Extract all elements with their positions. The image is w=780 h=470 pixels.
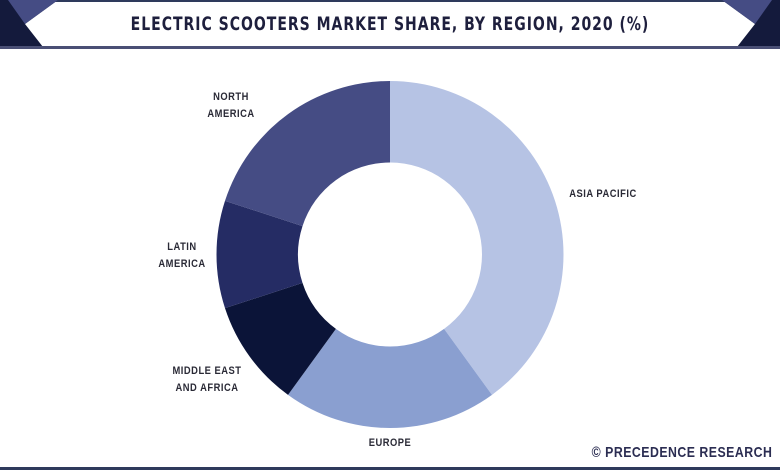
label-asia-pacific: ASIA PACIFIC bbox=[569, 188, 637, 200]
label-middle-east-africa: MIDDLE EAST AND AFRICA bbox=[172, 365, 242, 394]
bottom-bar bbox=[0, 467, 780, 470]
label-europe: EUROPE bbox=[368, 437, 412, 449]
donut-segment-latin-america bbox=[216, 200, 303, 309]
donut-segment-europe bbox=[288, 328, 492, 428]
donut-segment-middle-east-africa bbox=[224, 282, 336, 395]
label-north-america: NORTH AMERICA bbox=[207, 91, 255, 120]
donut-segment-asia-pacific bbox=[390, 81, 564, 395]
chart-title: ELECTRIC SCOOTERS MARKET SHARE, BY REGIO… bbox=[130, 13, 650, 35]
label-latin-america: LATIN AMERICA bbox=[158, 241, 206, 270]
header-decoration bbox=[0, 0, 780, 49]
copyright-footer: © PRECEDENCE RESEARCH bbox=[591, 444, 772, 461]
donut-segment-north-america bbox=[224, 80, 390, 227]
chart-header: ELECTRIC SCOOTERS MARKET SHARE, BY REGIO… bbox=[0, 0, 780, 50]
